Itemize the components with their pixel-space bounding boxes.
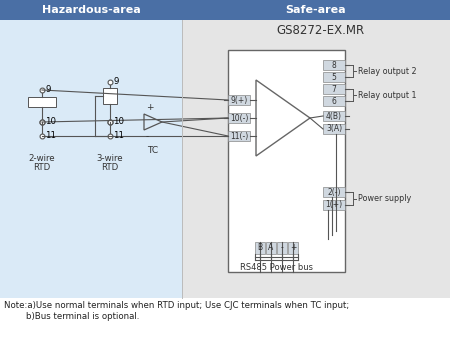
Text: +: +: [146, 103, 153, 112]
Text: 3-wire: 3-wire: [97, 154, 123, 163]
Text: 4(B): 4(B): [326, 112, 342, 120]
Bar: [228, 50, 345, 272]
Text: 5: 5: [332, 72, 337, 82]
Bar: [323, 200, 345, 210]
Text: 10: 10: [45, 118, 56, 126]
Text: B: B: [257, 244, 262, 252]
Bar: [228, 113, 250, 123]
Text: 9(+): 9(+): [230, 96, 248, 105]
Text: RTD: RTD: [33, 163, 50, 172]
Text: 10: 10: [113, 118, 124, 126]
Text: 1(+): 1(+): [325, 201, 342, 210]
Text: 8: 8: [332, 61, 337, 70]
Text: 11(-): 11(-): [230, 132, 248, 140]
Text: 11: 11: [113, 132, 124, 140]
Text: +: +: [290, 244, 296, 252]
Text: TC: TC: [148, 146, 158, 155]
Text: RS485 Power bus: RS485 Power bus: [240, 263, 314, 272]
Text: Note:a)Use normal terminals when RTD input; Use CJC terminals when TC input;: Note:a)Use normal terminals when RTD inp…: [4, 301, 349, 310]
Bar: [182, 0, 450, 20]
Bar: [277, 242, 287, 254]
Bar: [0, 0, 182, 20]
Text: 2-wire: 2-wire: [29, 154, 55, 163]
Text: Safe-area: Safe-area: [286, 5, 346, 15]
Bar: [266, 242, 276, 254]
Bar: [182, 20, 450, 298]
Text: 3(A): 3(A): [326, 125, 342, 133]
Text: Relay output 2: Relay output 2: [358, 66, 417, 76]
Text: 6: 6: [332, 97, 337, 105]
Text: -: -: [146, 132, 149, 141]
Text: 11: 11: [45, 132, 56, 140]
Bar: [323, 72, 345, 82]
Text: A: A: [268, 244, 274, 252]
Bar: [323, 60, 345, 70]
Bar: [288, 242, 298, 254]
Text: 7: 7: [332, 84, 337, 93]
Text: Power supply: Power supply: [358, 194, 411, 203]
Text: 2(-): 2(-): [327, 188, 341, 196]
Text: -: -: [281, 244, 284, 252]
Bar: [0, 298, 450, 350]
Text: Relay output 1: Relay output 1: [358, 91, 417, 99]
Text: RTD: RTD: [101, 163, 119, 172]
Bar: [323, 84, 345, 94]
Bar: [28, 97, 56, 107]
Bar: [255, 242, 265, 254]
Bar: [323, 111, 345, 121]
Bar: [0, 20, 182, 298]
Text: 9: 9: [45, 85, 50, 94]
Bar: [323, 187, 345, 197]
Bar: [228, 131, 250, 141]
Text: 10(-): 10(-): [230, 113, 248, 122]
Bar: [323, 96, 345, 106]
Bar: [228, 95, 250, 105]
Text: Hazardous-area: Hazardous-area: [41, 5, 140, 15]
Bar: [323, 124, 345, 134]
Bar: [103, 88, 117, 104]
Text: GS8272-EX.MR: GS8272-EX.MR: [276, 23, 364, 36]
Text: 9: 9: [113, 77, 118, 86]
Text: b)Bus terminal is optional.: b)Bus terminal is optional.: [4, 312, 140, 321]
